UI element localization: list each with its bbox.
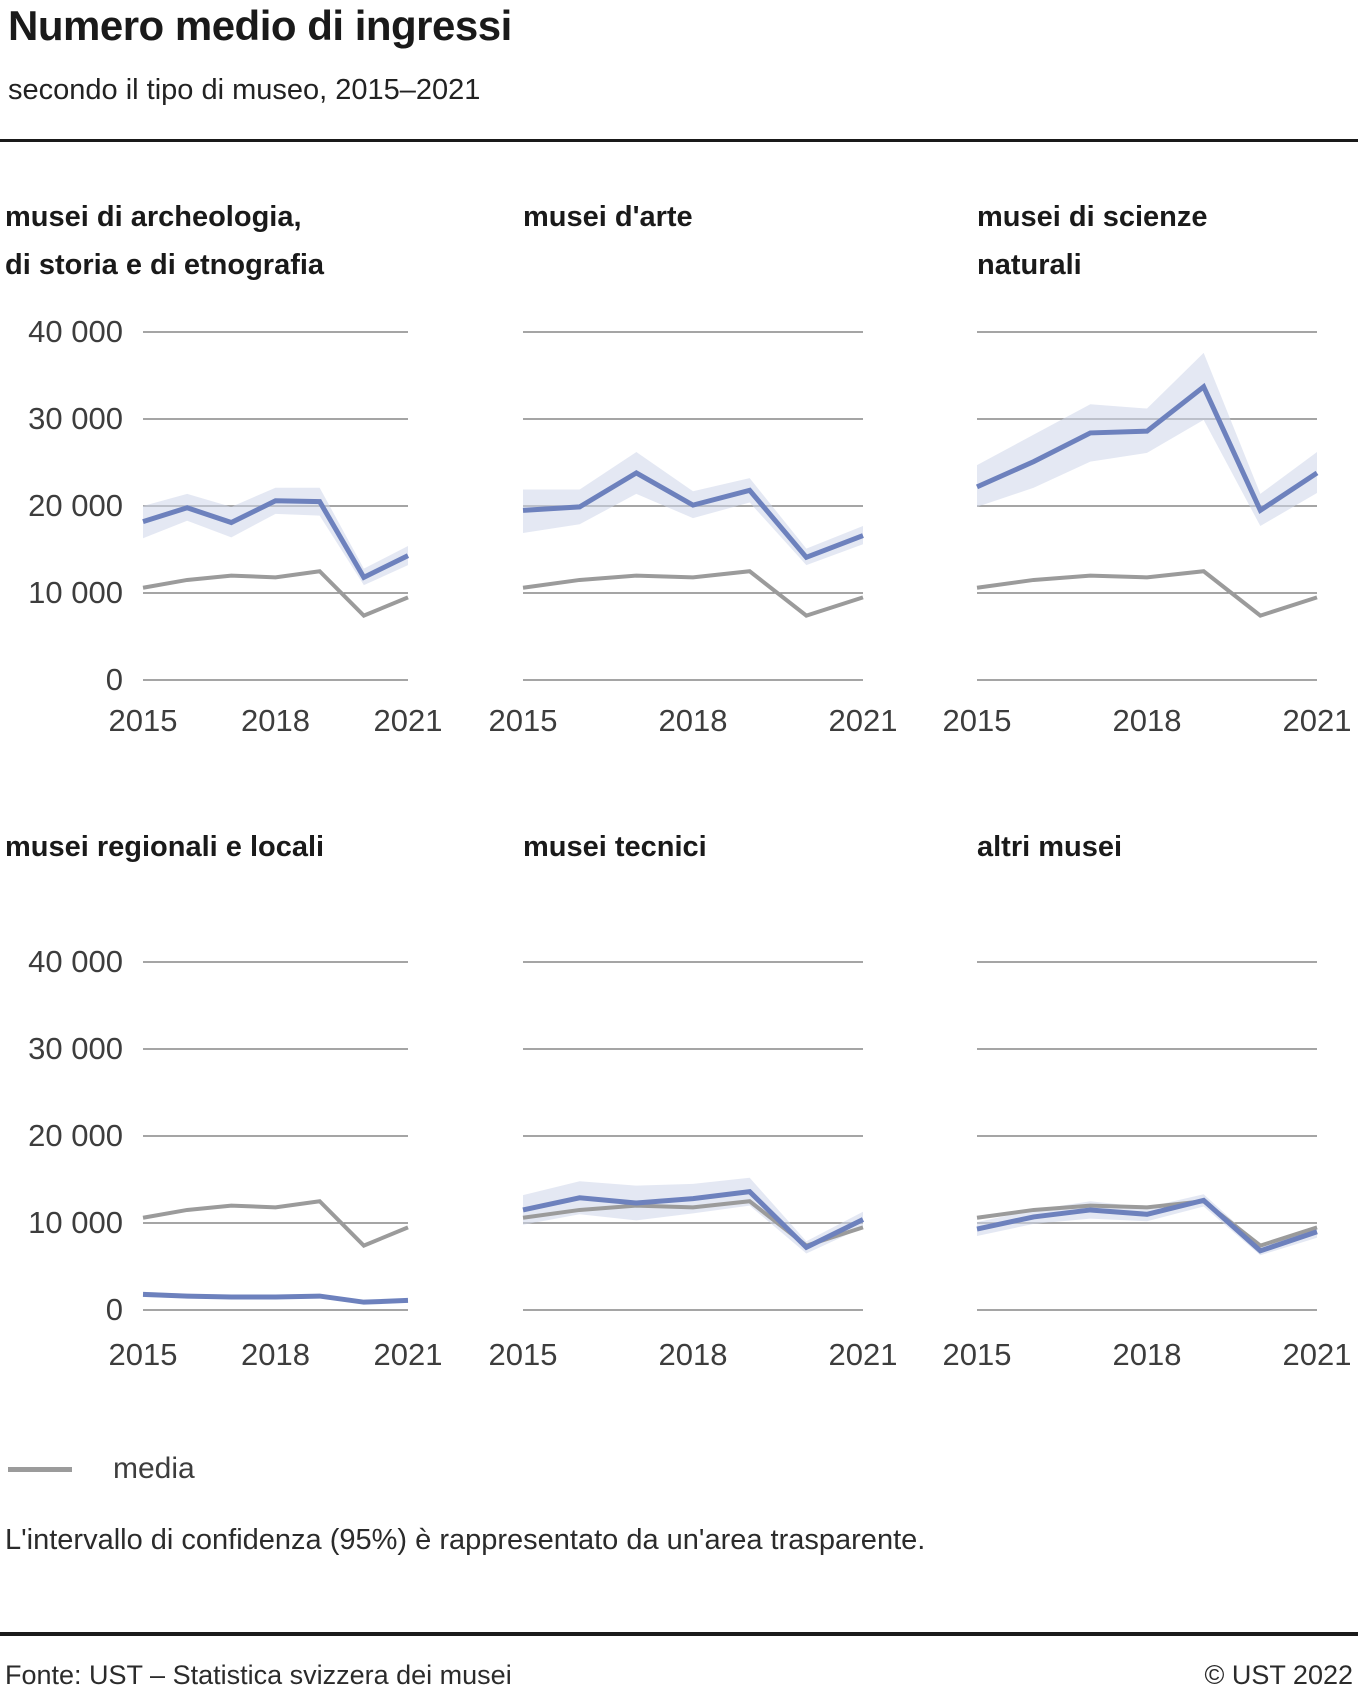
- value-line: [522, 1189, 865, 1251]
- x-axis-tick-label: 2021: [373, 703, 443, 738]
- value-line: [975, 382, 1319, 515]
- media-line-swatch: [8, 1467, 72, 1472]
- top-divider: [0, 139, 1358, 142]
- panel-title-line: musei tecnici: [523, 831, 707, 863]
- media-line: [142, 569, 409, 618]
- value-line: [142, 1291, 409, 1305]
- x-axis-labels: 2015 2018 2021: [943, 703, 1352, 738]
- bottom-divider: [0, 1632, 1358, 1636]
- confidence-band: [977, 1194, 1317, 1256]
- confidence-band: [143, 487, 408, 586]
- panel-title-line: musei di archeologia,: [5, 201, 302, 233]
- source-text: Fonte: UST – Statistica svizzera dei mus…: [5, 1660, 512, 1690]
- x-axis-tick-label: 2015: [488, 703, 558, 738]
- y-axis-tick-label: 30 000: [28, 401, 123, 436]
- panel-title: altri musei: [977, 823, 1122, 871]
- y-axis-tick-label: 40 000: [28, 314, 123, 349]
- x-axis-tick-label: 2015: [942, 703, 1012, 738]
- panel-title: musei di scienze naturali: [977, 193, 1208, 289]
- value-line: [522, 470, 864, 561]
- x-axis-tick-label: 2015: [488, 1337, 558, 1372]
- panel-title-line: musei d'arte: [523, 201, 693, 233]
- x-axis-labels: 2015 2018 2021: [109, 703, 443, 738]
- y-axis-tick-label: 20 000: [28, 488, 123, 523]
- confidence-footnote: L'intervallo di confidenza (95%) è rappr…: [5, 1524, 926, 1556]
- confidence-band: [523, 452, 863, 566]
- y-axis-tick-label: 0: [105, 1292, 123, 1327]
- panel-chart: [522, 331, 864, 681]
- media-line: [976, 569, 1318, 618]
- x-axis-tick-label: 2021: [1282, 703, 1352, 738]
- panel-title-line: naturali: [977, 249, 1082, 281]
- y-axis-tick-label: 40 000: [28, 944, 123, 979]
- x-axis-tick-label: 2015: [108, 1337, 178, 1372]
- x-axis-tick-label: 2018: [658, 703, 728, 738]
- x-axis-tick-label: 2021: [828, 703, 898, 738]
- panel-title-line: musei regionali e locali: [5, 831, 325, 863]
- media-legend-label: media: [113, 1452, 195, 1485]
- panel-chart: [522, 961, 865, 1311]
- panel-title: musei d'arte: [523, 193, 693, 241]
- y-axis-tick-label: 20 000: [28, 1118, 123, 1153]
- gridlines: [977, 961, 1317, 1311]
- gridlines: [523, 961, 863, 1311]
- confidence-band: [977, 352, 1317, 527]
- x-axis-tick-label: 2021: [373, 1337, 443, 1372]
- page-title: Numero medio di ingressi: [8, 2, 512, 49]
- confidence-band: [523, 1177, 863, 1254]
- x-axis-labels: 2015 2018 2021: [489, 1337, 898, 1372]
- panel-chart: [975, 331, 1319, 681]
- y-axis-tick-label: 10 000: [28, 1205, 123, 1240]
- panel-title-line: musei di scienze: [977, 201, 1208, 233]
- copyright-text: © UST 2022: [1204, 1660, 1353, 1690]
- page-subtitle: secondo il tipo di museo, 2015–2021: [8, 74, 481, 106]
- panel-title: musei tecnici: [523, 823, 707, 871]
- media-line: [522, 569, 864, 618]
- x-axis-tick-label: 2018: [658, 1337, 728, 1372]
- y-axis-tick-label: 30 000: [28, 1031, 123, 1066]
- x-axis-tick-label: 2018: [241, 703, 310, 738]
- y-axis-tick-label: 0: [105, 662, 123, 697]
- media-line: [142, 1199, 409, 1248]
- x-axis-labels: 2015 2018 2021: [943, 1337, 1352, 1372]
- value-line: [976, 1197, 1318, 1254]
- x-axis-tick-label: 2021: [828, 1337, 898, 1372]
- panel-chart: [142, 961, 409, 1311]
- panel-title-line: di storia e di etnografia: [5, 249, 325, 281]
- value-line: [142, 498, 410, 581]
- x-axis-tick-label: 2018: [1112, 1337, 1182, 1372]
- x-axis-labels: 2015 2018 2021: [489, 703, 898, 738]
- x-axis-tick-label: 2015: [108, 703, 178, 738]
- y-axis-tick-label: 10 000: [28, 575, 123, 610]
- x-axis-tick-label: 2015: [942, 1337, 1012, 1372]
- panel-title: musei di archeologia, di storia e di etno…: [5, 193, 324, 289]
- x-axis-tick-label: 2021: [1282, 1337, 1352, 1372]
- panel-title-line: altri musei: [977, 831, 1123, 863]
- x-axis-labels: 2015 2018 2021: [109, 1337, 443, 1372]
- x-axis-tick-label: 2018: [1112, 703, 1182, 738]
- panel-chart: [142, 331, 410, 681]
- media-line: [976, 1199, 1318, 1248]
- panel-title: musei regionali e locali: [5, 823, 324, 871]
- gridlines: [143, 961, 408, 1311]
- panel-chart: [976, 961, 1318, 1311]
- x-axis-tick-label: 2018: [241, 1337, 310, 1372]
